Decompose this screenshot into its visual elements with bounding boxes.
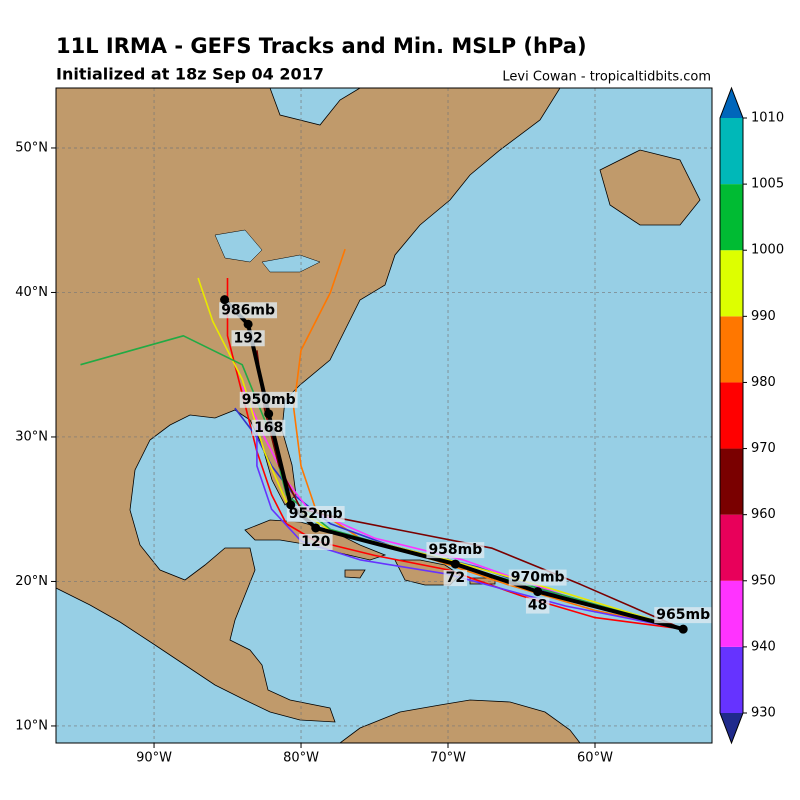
title: 11L IRMA - GEFS Tracks and Min. MSLP (hP… xyxy=(56,34,587,58)
label-box xyxy=(299,533,333,550)
colorbar-segment xyxy=(720,118,743,185)
lake xyxy=(261,254,321,273)
label-box xyxy=(219,302,278,319)
colorbar-extend xyxy=(720,88,743,118)
colorbar-segment xyxy=(720,580,743,647)
mslp-label: 958mb xyxy=(428,542,482,558)
colorbar-label: 990 xyxy=(751,309,776,324)
label-box xyxy=(654,607,712,624)
colorbar-label: 970 xyxy=(751,441,776,456)
mean-point xyxy=(286,500,296,510)
y-tick-label: 20°N xyxy=(15,574,48,589)
hour-label: 120 xyxy=(301,534,330,550)
mean-point xyxy=(450,559,460,569)
subtitle: Initialized at 18z Sep 04 2017 xyxy=(56,65,324,84)
map-frame xyxy=(55,87,713,744)
mslp-label: 952mb xyxy=(289,506,343,522)
label-box xyxy=(286,505,345,522)
label-box xyxy=(239,391,298,408)
x-tick-label: 60°W xyxy=(577,751,613,766)
x-tick-label: 80°W xyxy=(283,751,319,766)
label-box xyxy=(525,597,550,614)
y-tick-label: 10°N xyxy=(15,718,48,733)
mean-point xyxy=(264,409,274,419)
hour-label: 48 xyxy=(528,598,547,614)
mean-point xyxy=(533,587,543,597)
colorbar-label: 930 xyxy=(751,706,776,721)
land xyxy=(599,149,701,226)
label-box xyxy=(252,419,286,436)
credit: Levi Cowan - tropicaltidbits.com xyxy=(502,70,711,85)
colorbar-segment xyxy=(720,250,743,317)
mean-point xyxy=(220,295,230,305)
land xyxy=(56,88,561,723)
hour-label: 192 xyxy=(233,330,262,346)
hour-label: 72 xyxy=(446,570,465,586)
colorbar-segment xyxy=(720,514,743,581)
member-track xyxy=(241,386,684,630)
land xyxy=(344,569,366,579)
label-box xyxy=(426,542,485,559)
colorbar-segment xyxy=(720,448,743,515)
land xyxy=(339,699,581,743)
hour-label: 168 xyxy=(254,420,283,436)
colorbar-label: 1000 xyxy=(751,243,784,258)
mslp-label: 986mb xyxy=(221,302,275,318)
colorbar-extend xyxy=(720,713,743,743)
colorbar-label: 960 xyxy=(751,507,776,522)
mslp-label: 950mb xyxy=(242,392,296,408)
map: 965mb 970mb 48 958mb 72 952mb 120 950mb 168 986mb… xyxy=(56,88,712,743)
colorbar-label: 940 xyxy=(751,639,776,654)
colorbar-label: 950 xyxy=(751,573,776,588)
colorbar-label: 1005 xyxy=(751,177,784,192)
colorbar-segment xyxy=(720,184,743,251)
colorbar-segment xyxy=(720,316,743,383)
x-tick-label: 70°W xyxy=(430,751,466,766)
y-tick-label: 30°N xyxy=(15,429,48,444)
colorbar-segment xyxy=(720,382,743,449)
mean-point xyxy=(678,624,688,634)
label-box xyxy=(231,330,265,347)
mean-point xyxy=(243,319,253,329)
colorbar-label: 1010 xyxy=(751,111,784,126)
label-box xyxy=(508,569,567,586)
colorbar-label: 980 xyxy=(751,375,776,390)
y-tick-label: 50°N xyxy=(15,140,48,155)
label-box xyxy=(443,570,468,587)
colorbar-segment xyxy=(720,646,743,713)
mslp-label: 965mb xyxy=(656,607,710,623)
mslp-label: 970mb xyxy=(511,570,565,586)
y-tick-label: 40°N xyxy=(15,285,48,300)
x-tick-label: 90°W xyxy=(136,751,172,766)
lake xyxy=(214,229,263,263)
mean-point xyxy=(311,523,321,533)
